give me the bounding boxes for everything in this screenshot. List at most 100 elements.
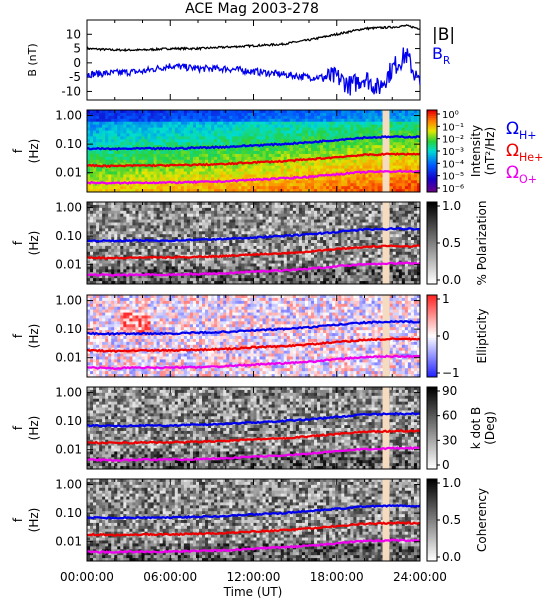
- spectrogram-cell: [226, 228, 230, 232]
- spectrogram-cell: [171, 225, 176, 229]
- spectrogram-cell: [295, 168, 300, 172]
- spectrogram-cell: [289, 112, 294, 117]
- spectrogram-cell: [298, 171, 303, 175]
- spectrogram-cell: [171, 124, 176, 128]
- spectrogram-cell: [226, 174, 230, 178]
- spectrogram-cell: [117, 281, 121, 285]
- spectrogram-cell: [250, 130, 254, 134]
- spectrogram-cell: [129, 281, 133, 285]
- spectrogram-cell: [192, 216, 197, 220]
- spectrogram-cell: [256, 174, 260, 178]
- spectrogram-cell: [359, 133, 363, 137]
- spectrogram-cell: [123, 133, 127, 137]
- spectrogram-cell: [262, 112, 267, 117]
- spectrogram-cell: [177, 142, 182, 146]
- spectrogram-cell: [102, 174, 106, 178]
- spectrogram-cell: [350, 186, 354, 190]
- spectrogram-cell: [156, 110, 161, 114]
- spectrogram-cell: [102, 130, 106, 134]
- spectrogram-cell: [159, 115, 164, 120]
- spectrogram-cell: [265, 186, 270, 190]
- spectrogram-cell: [268, 130, 273, 134]
- spectrogram-cell: [235, 263, 239, 267]
- spectrogram-cell: [105, 127, 109, 131]
- spectrogram-cell: [99, 174, 103, 178]
- spectrogram-cell: [241, 278, 245, 282]
- spectrogram-cell: [262, 174, 267, 178]
- spectrogram-cell: [244, 245, 248, 250]
- spectrogram-cell: [317, 171, 321, 175]
- spectrogram-cell: [398, 165, 403, 169]
- spectrogram-cell: [274, 202, 279, 206]
- spectrogram-cell: [286, 139, 291, 143]
- spectrogram-cell: [96, 162, 100, 167]
- spectrogram-cell: [135, 254, 139, 259]
- spectrogram-cell: [117, 151, 121, 155]
- spectrogram-cell: [265, 225, 270, 229]
- spectrogram-cell: [153, 234, 158, 238]
- spectrogram-cell: [229, 275, 233, 279]
- spectrogram-cell: [398, 124, 403, 128]
- spectrogram-cell: [286, 174, 291, 178]
- spectrogram-cell: [398, 139, 403, 143]
- spectrogram-cell: [180, 171, 185, 175]
- spectrogram-cell: [259, 151, 263, 155]
- spectrogram-cell: [265, 136, 270, 140]
- spectrogram-cell: [120, 174, 124, 178]
- spectrogram-cell: [214, 159, 218, 164]
- spectrogram-cell: [165, 234, 170, 238]
- spectrogram-cell: [259, 180, 263, 184]
- spectrogram-cell: [344, 145, 348, 149]
- spectrogram-cell: [211, 127, 215, 131]
- spectrogram-cell: [389, 118, 394, 123]
- spectrogram-cell: [392, 151, 397, 155]
- spectrogram-cell: [365, 121, 369, 126]
- spectrogram-cell: [117, 142, 121, 146]
- spectrogram-cell: [144, 177, 148, 181]
- spectrogram-cell: [304, 139, 309, 143]
- spectrogram-cell: [371, 127, 375, 131]
- spectrogram-cell: [271, 168, 276, 172]
- spectrogram-cell: [205, 189, 209, 193]
- spectrogram-cell: [353, 148, 357, 152]
- spectrogram-cell: [401, 174, 406, 178]
- spectrogram-cell: [105, 130, 109, 134]
- spectrogram-cell: [223, 204, 227, 209]
- spectrogram-cell: [241, 222, 245, 226]
- spectrogram-cell: [332, 156, 336, 161]
- spectrogram-cell: [220, 263, 224, 267]
- spectrogram-cell: [250, 168, 254, 172]
- spectrogram-cell: [223, 115, 227, 120]
- spectrogram-cell: [192, 174, 197, 178]
- spectrogram-cell: [338, 145, 342, 149]
- spectrogram-cell: [208, 234, 212, 238]
- spectrogram-cell: [141, 222, 145, 226]
- spectrogram-cell: [205, 186, 209, 190]
- spectrogram-cell: [153, 165, 158, 169]
- spectrogram-cell: [105, 183, 109, 187]
- spectrogram-cell: [211, 142, 215, 146]
- spectrogram-cell: [265, 260, 270, 264]
- spectrogram-cell: [153, 245, 158, 250]
- spectrogram-cell: [226, 263, 230, 267]
- spectrogram-cell: [392, 171, 397, 175]
- spectrogram-cell: [226, 153, 230, 158]
- spectrogram-cell: [395, 159, 400, 164]
- spectrogram-cell: [168, 257, 173, 261]
- spectrogram-cell: [244, 222, 248, 226]
- spectrogram-cell: [117, 165, 121, 169]
- spectrogram-cell: [186, 115, 191, 120]
- spectrogram-cell: [162, 112, 167, 117]
- spectrogram-cell: [338, 159, 342, 164]
- spectrogram-cell: [416, 165, 421, 169]
- spectrogram-cell: [150, 245, 154, 250]
- spectrogram-cell: [177, 177, 182, 181]
- colorbar-cell: [427, 112, 437, 115]
- spectrogram-cell: [259, 136, 263, 140]
- spectrogram-cell: [268, 260, 273, 264]
- spectrogram-cell: [220, 216, 224, 220]
- spectrogram-cell: [374, 121, 379, 126]
- spectrogram-cell: [165, 207, 170, 212]
- spectrogram-cell: [202, 231, 206, 235]
- spectrogram-cell: [96, 278, 100, 282]
